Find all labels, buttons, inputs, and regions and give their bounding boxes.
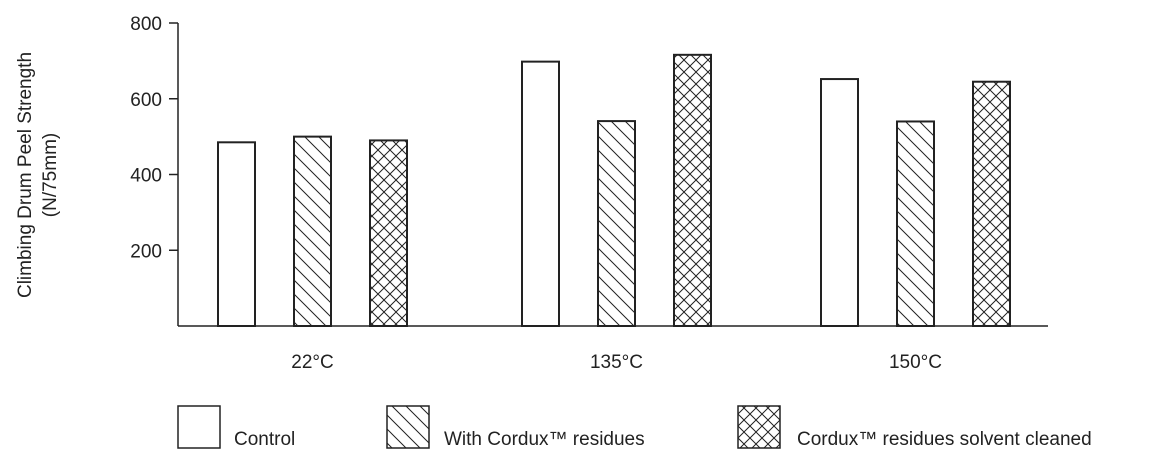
bars	[217, 53, 1011, 328]
bar-diagonal-2	[896, 120, 935, 327]
bar-diagonal-1	[597, 120, 636, 327]
y-tick-label: 400	[130, 166, 162, 187]
bar-crosshatch-1	[673, 53, 712, 327]
legend-swatch-none	[177, 405, 221, 449]
y-axis-label: Climbing Drum Peel Strength (N/75mm)	[15, 52, 61, 298]
legend-label: With Cordux™ residues	[444, 429, 645, 450]
bar-none-2	[820, 78, 859, 328]
bar-crosshatch-0	[369, 139, 408, 327]
y-axis-label-line-1: Climbing Drum Peel Strength	[15, 52, 36, 298]
legend-label: Cordux™ residues solvent cleaned	[797, 429, 1092, 450]
y-tick-label: 800	[130, 14, 162, 35]
category-labels: 22°C 135°C 150°C	[291, 352, 942, 373]
y-axis-label-line-2: (N/75mm)	[40, 133, 61, 217]
bar-crosshatch-2	[972, 80, 1011, 327]
legend-label: Control	[234, 429, 295, 450]
y-ticks: 200 400 600 800	[130, 14, 178, 262]
category-label: 22°C	[291, 352, 333, 373]
y-tick-label: 200	[130, 241, 162, 262]
legend-swatch-diagonal	[386, 405, 430, 449]
y-tick-label: 600	[130, 90, 162, 111]
category-label: 150°C	[889, 352, 942, 373]
bar-none-0	[217, 141, 256, 327]
legend-swatch-crosshatch	[737, 405, 781, 449]
legend: Control With Cordux™ residues Cordux™ resi…	[177, 405, 1092, 450]
category-label: 135°C	[590, 352, 643, 373]
bar-diagonal-0	[293, 135, 332, 327]
bar-none-1	[521, 60, 560, 327]
